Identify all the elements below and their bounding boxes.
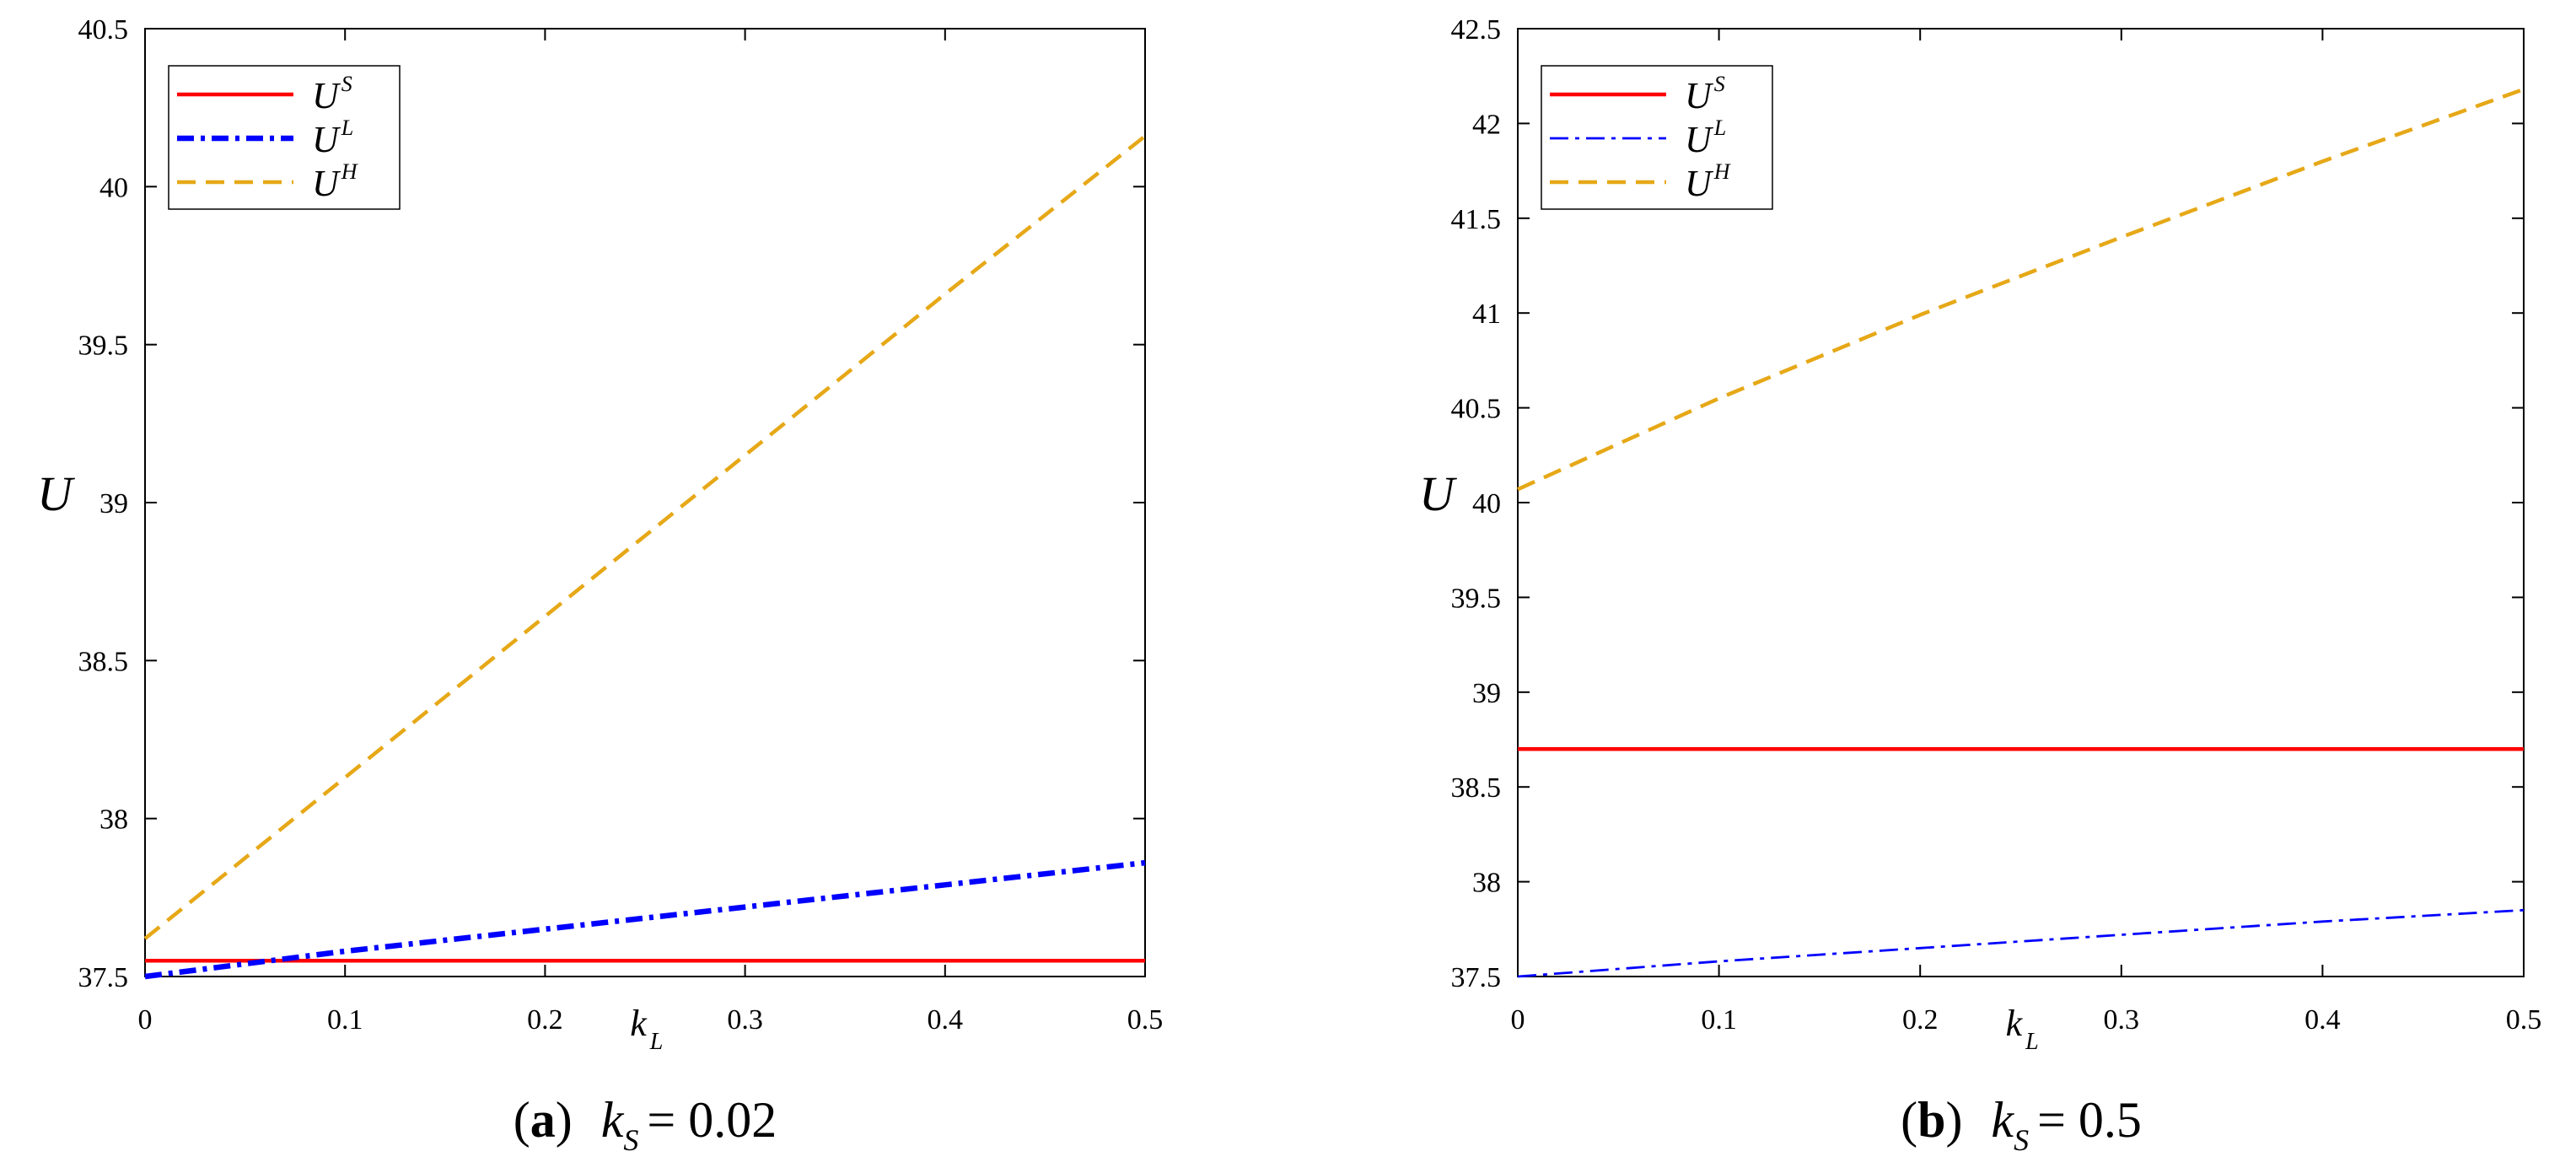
y-tick-label: 38.5 <box>78 646 129 677</box>
series-line-uh <box>143 134 1147 940</box>
x-tick-label: 0 <box>138 1004 153 1036</box>
x-tick-label: 0.5 <box>2506 1004 2542 1036</box>
x-tick-label: 0.1 <box>1701 1004 1737 1036</box>
series-line-ul <box>144 859 1146 980</box>
y-tick-label: 40 <box>99 172 128 203</box>
y-tick-label: 39 <box>99 488 128 519</box>
series-line-ul <box>1517 908 2525 978</box>
chart-panel-b: 0 0.1 0.2 0.3 0.4 0.5 37.5 38 38.5 39 39.5 40 40.5 41… <box>1419 14 2541 1157</box>
y-tick-label: 39.5 <box>78 331 129 362</box>
y-tick-label: 38 <box>99 804 128 836</box>
y-tick-label: 40.5 <box>1451 394 1502 425</box>
legend-box <box>1541 65 1773 210</box>
x-tick-label: 0.1 <box>327 1004 363 1036</box>
x-tick-label: 0 <box>1511 1004 1525 1036</box>
legend: U SU LU H <box>1541 65 1773 210</box>
y-tick-label: 42 <box>1472 109 1501 140</box>
y-axis-label: U <box>37 466 76 521</box>
y-tick-label: 39.5 <box>1451 583 1502 614</box>
y-tick-label: 38 <box>1472 868 1501 899</box>
y-tick-label: 40.5 <box>78 14 129 46</box>
y-tick-label: 39 <box>1472 678 1501 709</box>
y-tick-label: 42.5 <box>1451 14 1502 46</box>
y-axis-label: U <box>1419 466 1458 521</box>
x-tick-label: 0.3 <box>2104 1004 2140 1036</box>
x-tick-label: 0.2 <box>527 1004 563 1036</box>
series-line-uh <box>1517 87 2525 492</box>
y-tick-label: 41 <box>1472 299 1501 330</box>
panel-caption: (a) kS = 0.02 <box>514 1092 777 1157</box>
chart-panel-a: 0 0.1 0.2 0.3 0.4 0.5 37.5 38 38.5 39 39.5 40 40.5 Uk… <box>37 14 1163 1157</box>
x-tick-label: 0.2 <box>1902 1004 1939 1036</box>
legend: U SU LU H <box>168 65 401 210</box>
y-tick-label: 37.5 <box>1451 962 1502 993</box>
x-tick-label: 0.4 <box>2304 1004 2341 1036</box>
panel-caption: (b) kS = 0.5 <box>1901 1092 2142 1157</box>
x-tick-label: 0.5 <box>1127 1004 1164 1036</box>
y-tick-label: 38.5 <box>1451 772 1502 804</box>
y-tick-label: 40 <box>1472 488 1501 519</box>
x-tick-label: 0.3 <box>727 1004 763 1036</box>
y-tick-label: 41.5 <box>1451 204 1502 235</box>
y-tick-label: 37.5 <box>78 962 129 993</box>
x-tick-label: 0.4 <box>928 1004 964 1036</box>
